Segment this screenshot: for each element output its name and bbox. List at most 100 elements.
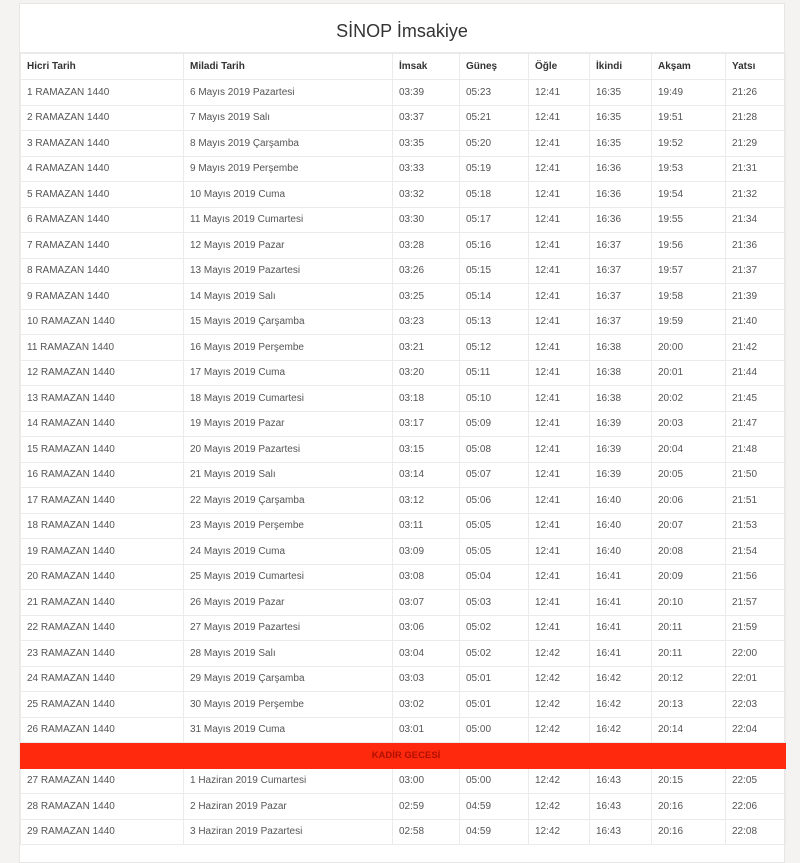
table-row: 4 RAMAZAN 1440 9 Mayıs 2019 Perşembe 03:33… (20, 155, 786, 182)
cell-miladi-tarih: 10 Mayıs 2019 Cuma (183, 181, 393, 208)
cell-aksam: 19:53 (651, 155, 726, 182)
cell-aksam: 20:14 (651, 716, 726, 743)
table-row: 2 RAMAZAN 1440 7 Mayıs 2019 Salı 03:37 05:2… (20, 104, 786, 131)
cell-imsak: 03:28 (392, 232, 460, 259)
cell-ikindi: 16:36 (589, 206, 652, 233)
cell-aksam: 20:16 (651, 818, 726, 845)
cell-imsak: 02:58 (392, 818, 460, 845)
cell-aksam: 20:03 (651, 410, 726, 437)
cell-miladi-tarih: 13 Mayıs 2019 Pazartesi (183, 257, 393, 284)
kadir-gecesi-label: KADİR GECESİ (20, 742, 786, 769)
cell-ogle: 12:42 (528, 793, 590, 820)
cell-miladi-tarih: 11 Mayıs 2019 Cumartesi (183, 206, 393, 233)
cell-miladi-tarih: 2 Haziran 2019 Pazar (183, 793, 393, 820)
cell-miladi-tarih: 9 Mayıs 2019 Perşembe (183, 155, 393, 182)
cell-gunes: 05:06 (459, 487, 529, 514)
cell-hicri-tarih: 22 RAMAZAN 1440 (20, 614, 184, 641)
cell-yatsi: 21:59 (725, 614, 786, 641)
table-row: 29 RAMAZAN 1440 3 Haziran 2019 Pazartesi 0… (20, 818, 786, 845)
cell-ikindi: 16:38 (589, 385, 652, 412)
cell-ogle: 12:41 (528, 104, 590, 131)
cell-miladi-tarih: 6 Mayıs 2019 Pazartesi (183, 79, 393, 106)
page-title: SİNOP İmsakiye (20, 4, 784, 53)
cell-miladi-tarih: 3 Haziran 2019 Pazartesi (183, 818, 393, 845)
cell-ikindi: 16:37 (589, 308, 652, 335)
cell-aksam: 20:00 (651, 334, 726, 361)
table-row: 8 RAMAZAN 1440 13 Mayıs 2019 Pazartesi 03:… (20, 257, 786, 284)
cell-hicri-tarih: 4 RAMAZAN 1440 (20, 155, 184, 182)
cell-ogle: 12:42 (528, 640, 590, 667)
cell-imsak: 03:37 (392, 104, 460, 131)
cell-ogle: 12:42 (528, 665, 590, 692)
cell-imsak: 03:09 (392, 538, 460, 565)
cell-yatsi: 21:40 (725, 308, 786, 335)
cell-ikindi: 16:35 (589, 130, 652, 157)
cell-imsak: 03:06 (392, 614, 460, 641)
cell-miladi-tarih: 23 Mayıs 2019 Perşembe (183, 512, 393, 539)
cell-ogle: 12:41 (528, 359, 590, 386)
cell-imsak: 03:11 (392, 512, 460, 539)
column-header-yatsi: Yatsı (725, 53, 786, 80)
cell-ogle: 12:41 (528, 130, 590, 157)
cell-imsak: 03:12 (392, 487, 460, 514)
cell-ogle: 12:41 (528, 206, 590, 233)
cell-ogle: 12:41 (528, 385, 590, 412)
cell-ikindi: 16:43 (589, 793, 652, 820)
table-row: 3 RAMAZAN 1440 8 Mayıs 2019 Çarşamba 03:35… (20, 130, 786, 157)
cell-ogle: 12:42 (528, 818, 590, 845)
cell-ikindi: 16:39 (589, 436, 652, 463)
cell-gunes: 05:01 (459, 665, 529, 692)
cell-hicri-tarih: 27 RAMAZAN 1440 (20, 767, 184, 794)
cell-ikindi: 16:39 (589, 410, 652, 437)
cell-aksam: 20:11 (651, 614, 726, 641)
table-row: 17 RAMAZAN 1440 22 Mayıs 2019 Çarşamba 03:… (20, 487, 786, 514)
cell-yatsi: 21:47 (725, 410, 786, 437)
cell-ikindi: 16:42 (589, 691, 652, 718)
cell-aksam: 20:02 (651, 385, 726, 412)
table-row: 21 RAMAZAN 1440 26 Mayıs 2019 Pazar 03:07 0… (20, 589, 786, 616)
cell-yatsi: 21:37 (725, 257, 786, 284)
cell-imsak: 02:59 (392, 793, 460, 820)
cell-gunes: 05:12 (459, 334, 529, 361)
cell-hicri-tarih: 20 RAMAZAN 1440 (20, 563, 184, 590)
cell-yatsi: 21:53 (725, 512, 786, 539)
cell-ikindi: 16:40 (589, 487, 652, 514)
cell-ogle: 12:41 (528, 257, 590, 284)
cell-aksam: 20:11 (651, 640, 726, 667)
cell-aksam: 20:06 (651, 487, 726, 514)
cell-ogle: 12:41 (528, 461, 590, 488)
cell-hicri-tarih: 5 RAMAZAN 1440 (20, 181, 184, 208)
cell-hicri-tarih: 23 RAMAZAN 1440 (20, 640, 184, 667)
cell-ogle: 12:41 (528, 487, 590, 514)
cell-ikindi: 16:41 (589, 640, 652, 667)
cell-ikindi: 16:38 (589, 334, 652, 361)
cell-imsak: 03:39 (392, 79, 460, 106)
cell-imsak: 03:20 (392, 359, 460, 386)
cell-miladi-tarih: 27 Mayıs 2019 Pazartesi (183, 614, 393, 641)
cell-ogle: 12:41 (528, 79, 590, 106)
cell-imsak: 03:01 (392, 716, 460, 743)
table-row: 14 RAMAZAN 1440 19 Mayıs 2019 Pazar 03:17 0… (20, 410, 786, 437)
cell-yatsi: 21:45 (725, 385, 786, 412)
cell-gunes: 04:59 (459, 818, 529, 845)
cell-gunes: 05:04 (459, 563, 529, 590)
cell-gunes: 05:03 (459, 589, 529, 616)
cell-yatsi: 21:42 (725, 334, 786, 361)
cell-ikindi: 16:37 (589, 283, 652, 310)
cell-yatsi: 22:04 (725, 716, 786, 743)
cell-hicri-tarih: 24 RAMAZAN 1440 (20, 665, 184, 692)
cell-ikindi: 16:39 (589, 461, 652, 488)
table-row: 13 RAMAZAN 1440 18 Mayıs 2019 Cumartesi 03… (20, 385, 786, 412)
cell-hicri-tarih: 7 RAMAZAN 1440 (20, 232, 184, 259)
cell-ikindi: 16:36 (589, 181, 652, 208)
cell-imsak: 03:04 (392, 640, 460, 667)
cell-aksam: 19:57 (651, 257, 726, 284)
cell-hicri-tarih: 17 RAMAZAN 1440 (20, 487, 184, 514)
cell-aksam: 19:54 (651, 181, 726, 208)
cell-ikindi: 16:38 (589, 359, 652, 386)
cell-gunes: 05:18 (459, 181, 529, 208)
cell-ogle: 12:41 (528, 589, 590, 616)
cell-ikindi: 16:43 (589, 818, 652, 845)
cell-aksam: 20:04 (651, 436, 726, 463)
cell-ikindi: 16:35 (589, 79, 652, 106)
